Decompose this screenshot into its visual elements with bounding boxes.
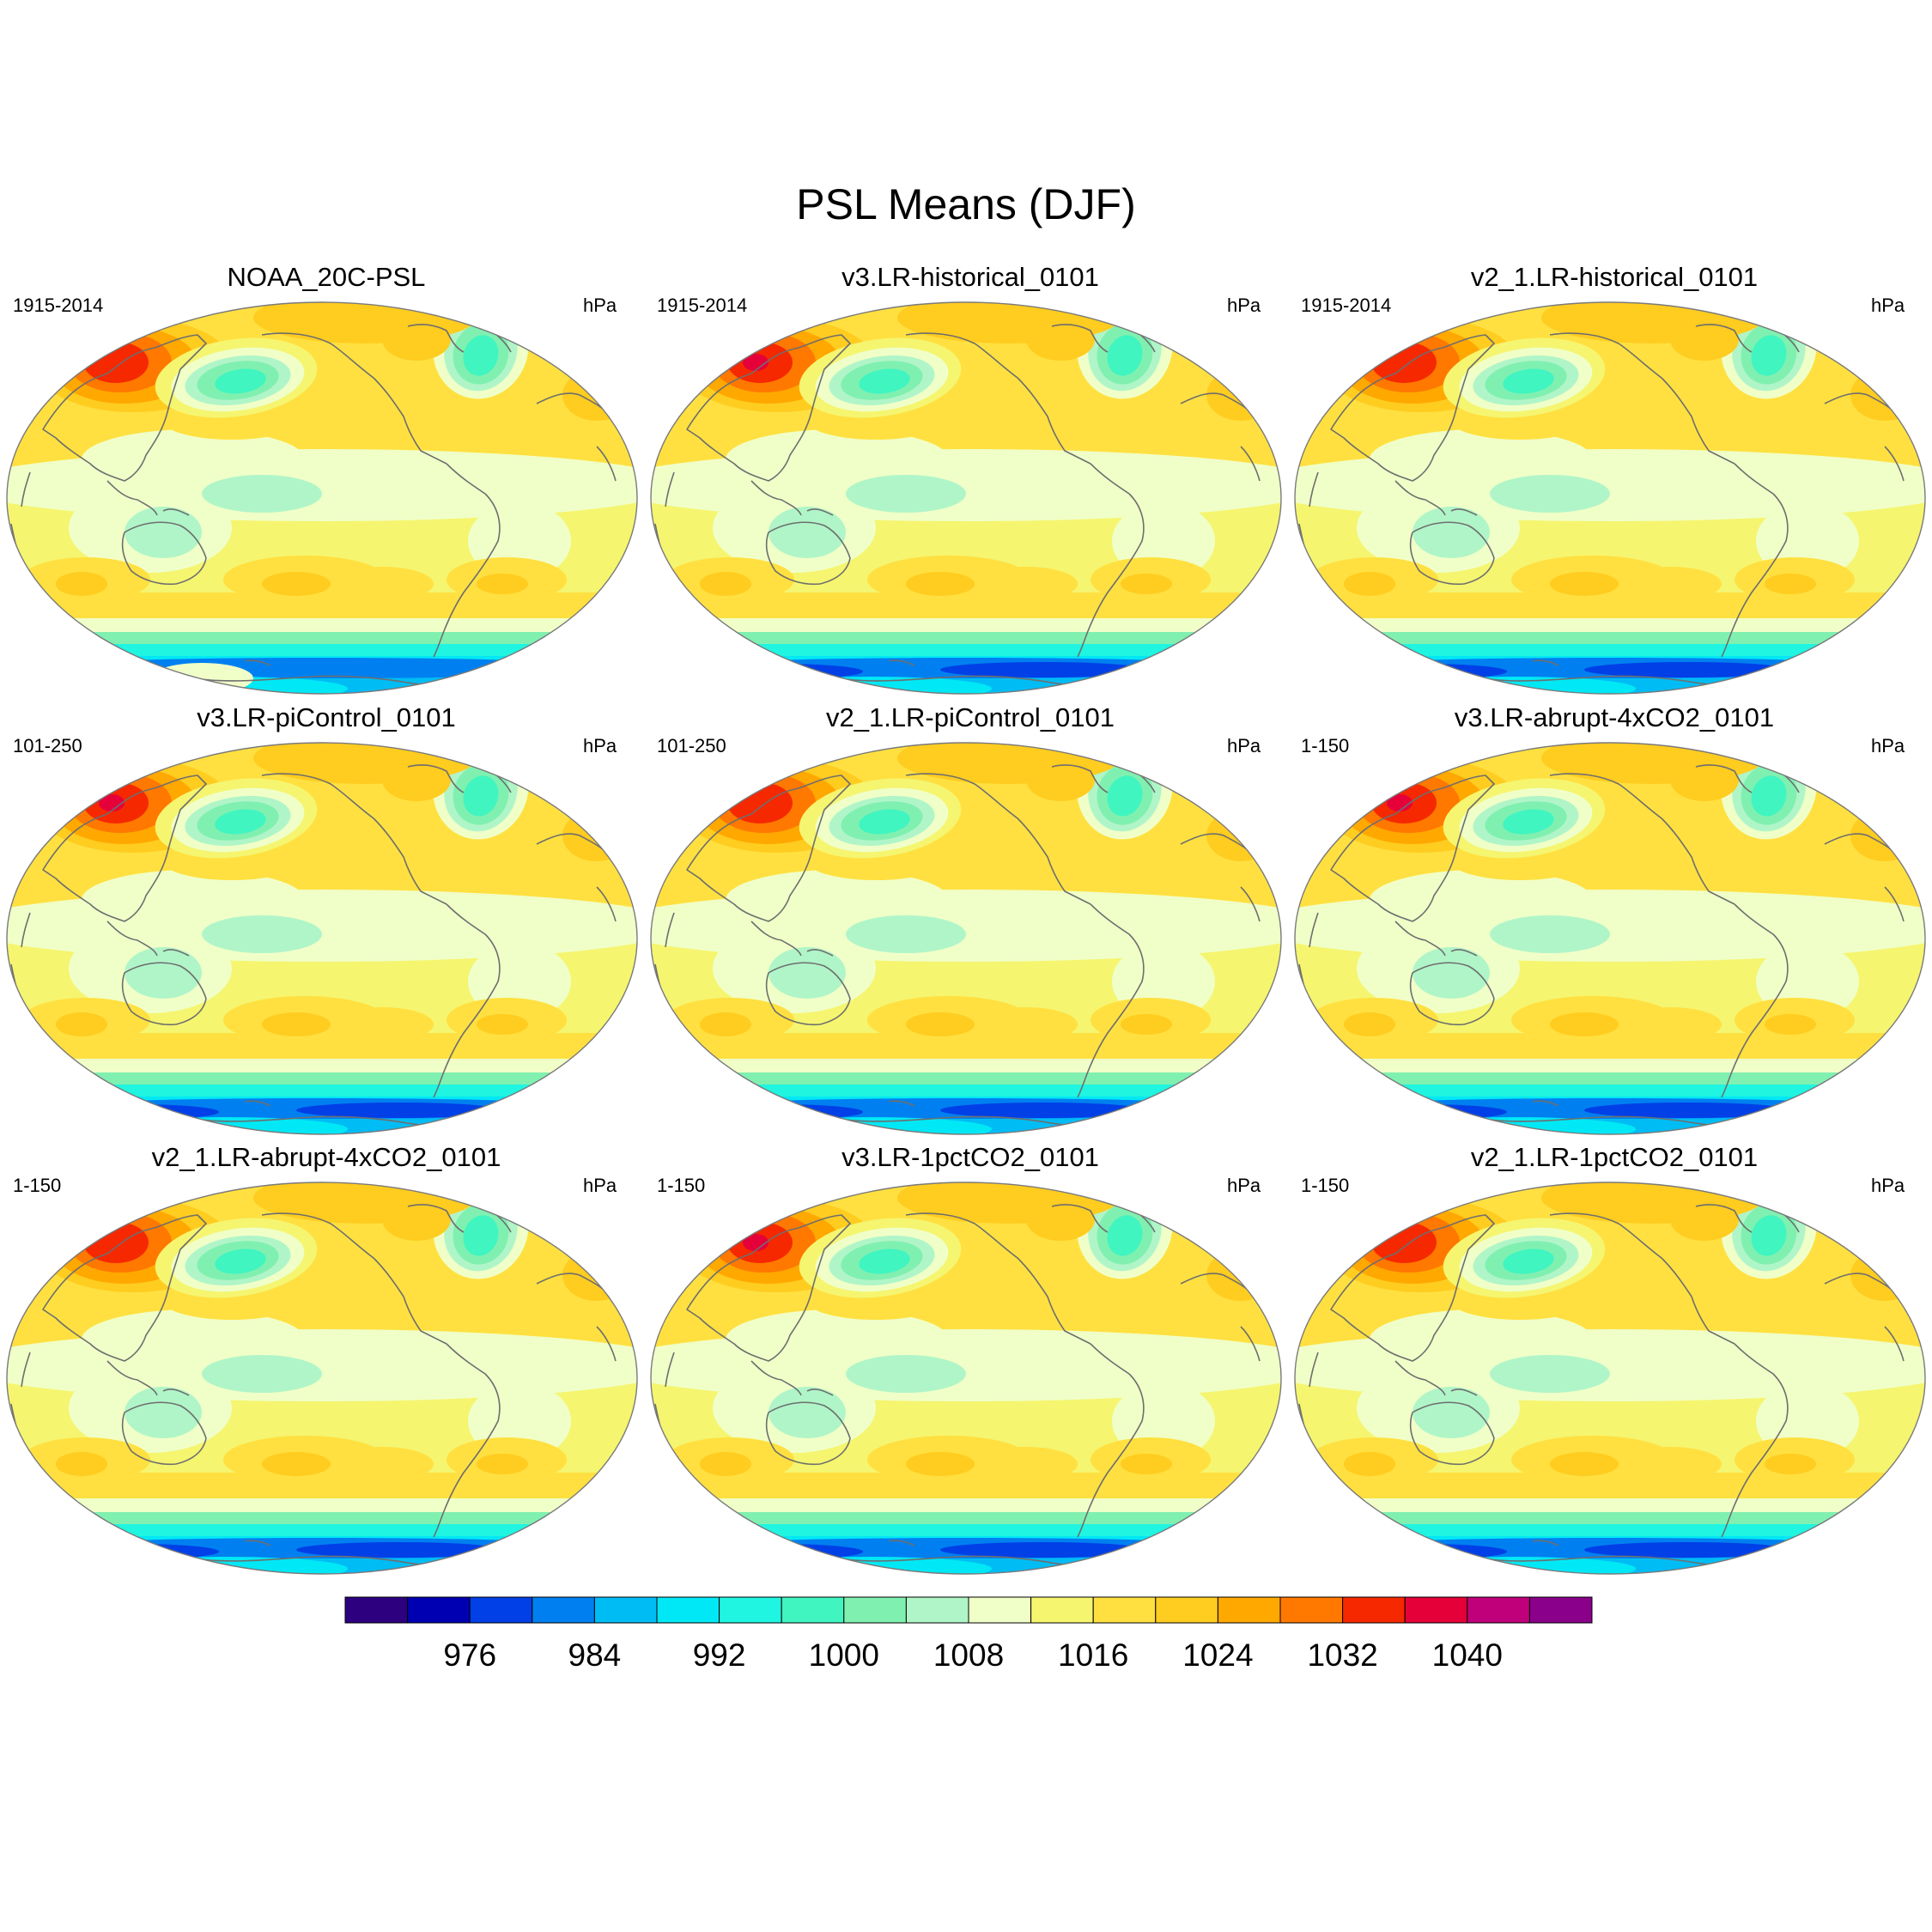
psl-map bbox=[1294, 1182, 1926, 1575]
panel-period: 1-150 bbox=[1301, 1175, 1350, 1196]
colorbar-swatch bbox=[344, 1596, 409, 1624]
panel-title: v3.LR-piControl_0101 bbox=[197, 702, 456, 732]
panel-period: 1915-2014 bbox=[1301, 295, 1392, 316]
colorbar-tick-label: 1040 bbox=[1432, 1637, 1503, 1673]
psl-map bbox=[6, 742, 638, 1135]
colorbar-swatch bbox=[1092, 1596, 1157, 1624]
colorbar-tick-label: 1000 bbox=[809, 1637, 879, 1673]
panel-units: hPa bbox=[1871, 1175, 1905, 1196]
colorbar-swatch bbox=[1030, 1596, 1094, 1624]
colorbar-swatch bbox=[407, 1596, 471, 1624]
panel-units: hPa bbox=[583, 735, 617, 756]
map-panel: v2_1.LR-piControl_0101 101-250 hPa bbox=[648, 702, 1292, 1149]
colorbar-tick-label: 1032 bbox=[1307, 1637, 1377, 1673]
figure-title: PSL Means (DJF) bbox=[796, 180, 1136, 228]
panel-period: 1915-2014 bbox=[13, 295, 104, 316]
map-panel: v3.LR-piControl_0101 101-250 hPa bbox=[4, 702, 648, 1149]
panel-title: v2_1.LR-1pctCO2_0101 bbox=[1470, 1142, 1759, 1172]
panel-period: 1-150 bbox=[657, 1175, 706, 1196]
map-panel: v2_1.LR-abrupt-4xCO2_0101 1-150 hPa bbox=[4, 1142, 648, 1589]
colorbar: 976 984 992 1000 1008 1016 1024 1032 1040 bbox=[344, 1596, 1593, 1673]
colorbar-tick-label: 976 bbox=[443, 1637, 496, 1673]
colorbar-swatch bbox=[1404, 1596, 1468, 1624]
panel-title: v2_1.LR-abrupt-4xCO2_0101 bbox=[151, 1142, 501, 1172]
panel-period: 101-250 bbox=[657, 735, 726, 756]
colorbar-swatch bbox=[1342, 1596, 1406, 1624]
colorbar-tick-label: 1024 bbox=[1182, 1637, 1253, 1673]
psl-map bbox=[1294, 301, 1926, 695]
panel-title: v3.LR-historical_0101 bbox=[841, 262, 1099, 292]
colorbar-swatch bbox=[1217, 1596, 1281, 1624]
psl-map bbox=[650, 301, 1282, 695]
panel-units: hPa bbox=[1227, 1175, 1261, 1196]
panel-title: v3.LR-1pctCO2_0101 bbox=[841, 1142, 1099, 1172]
colorbar-swatch bbox=[656, 1596, 720, 1624]
colorbar-swatch bbox=[1528, 1596, 1593, 1624]
colorbar-swatch bbox=[968, 1596, 1032, 1624]
panel-units: hPa bbox=[1227, 295, 1261, 316]
colorbar-tick-label: 984 bbox=[568, 1637, 622, 1673]
psl-map bbox=[650, 742, 1282, 1135]
psl-map bbox=[6, 301, 638, 695]
panel-title: v2_1.LR-historical_0101 bbox=[1470, 262, 1759, 292]
panel-title: NOAA_20C-PSL bbox=[227, 262, 426, 292]
panel-title: v3.LR-abrupt-4xCO2_0101 bbox=[1454, 702, 1775, 732]
panel-period: 1-150 bbox=[13, 1175, 62, 1196]
colorbar-tick-label: 1016 bbox=[1058, 1637, 1128, 1673]
panel-units: hPa bbox=[1227, 735, 1261, 756]
panel-period: 101-250 bbox=[13, 735, 82, 756]
map-panel: v2_1.LR-historical_0101 1915-2014 hPa bbox=[1292, 262, 1932, 708]
colorbar-swatch bbox=[905, 1596, 969, 1624]
colorbar-tick-label: 992 bbox=[693, 1637, 746, 1673]
colorbar-swatch bbox=[781, 1596, 845, 1624]
colorbar-swatch bbox=[1155, 1596, 1218, 1624]
psl-map bbox=[650, 1182, 1282, 1575]
colorbar-swatch bbox=[719, 1596, 782, 1624]
map-panel: v2_1.LR-1pctCO2_0101 1-150 hPa bbox=[1292, 1142, 1932, 1589]
psl-map bbox=[1294, 742, 1926, 1135]
panel-units: hPa bbox=[583, 1175, 617, 1196]
colorbar-tick-label: 1008 bbox=[933, 1637, 1004, 1673]
map-panel: v3.LR-historical_0101 1915-2014 hPa bbox=[648, 262, 1292, 708]
psl-map bbox=[6, 1182, 638, 1575]
colorbar-swatch bbox=[532, 1596, 595, 1624]
colorbar-swatch bbox=[843, 1596, 907, 1624]
panel-units: hPa bbox=[583, 295, 617, 316]
colorbar-swatch bbox=[1279, 1596, 1344, 1624]
map-panel: v3.LR-1pctCO2_0101 1-150 hPa bbox=[648, 1142, 1292, 1589]
colorbar-swatch bbox=[469, 1596, 533, 1624]
map-panel: NOAA_20C-PSL 1915-2014 hPa bbox=[4, 262, 648, 708]
panel-units: hPa bbox=[1871, 735, 1905, 756]
colorbar-swatch bbox=[1467, 1596, 1530, 1624]
panel-units: hPa bbox=[1871, 295, 1905, 316]
panel-period: 1915-2014 bbox=[657, 295, 748, 316]
panel-period: 1-150 bbox=[1301, 735, 1350, 756]
colorbar-swatch bbox=[593, 1596, 658, 1624]
map-panel: v3.LR-abrupt-4xCO2_0101 1-150 hPa bbox=[1292, 702, 1932, 1149]
panel-title: v2_1.LR-piControl_0101 bbox=[825, 702, 1115, 732]
